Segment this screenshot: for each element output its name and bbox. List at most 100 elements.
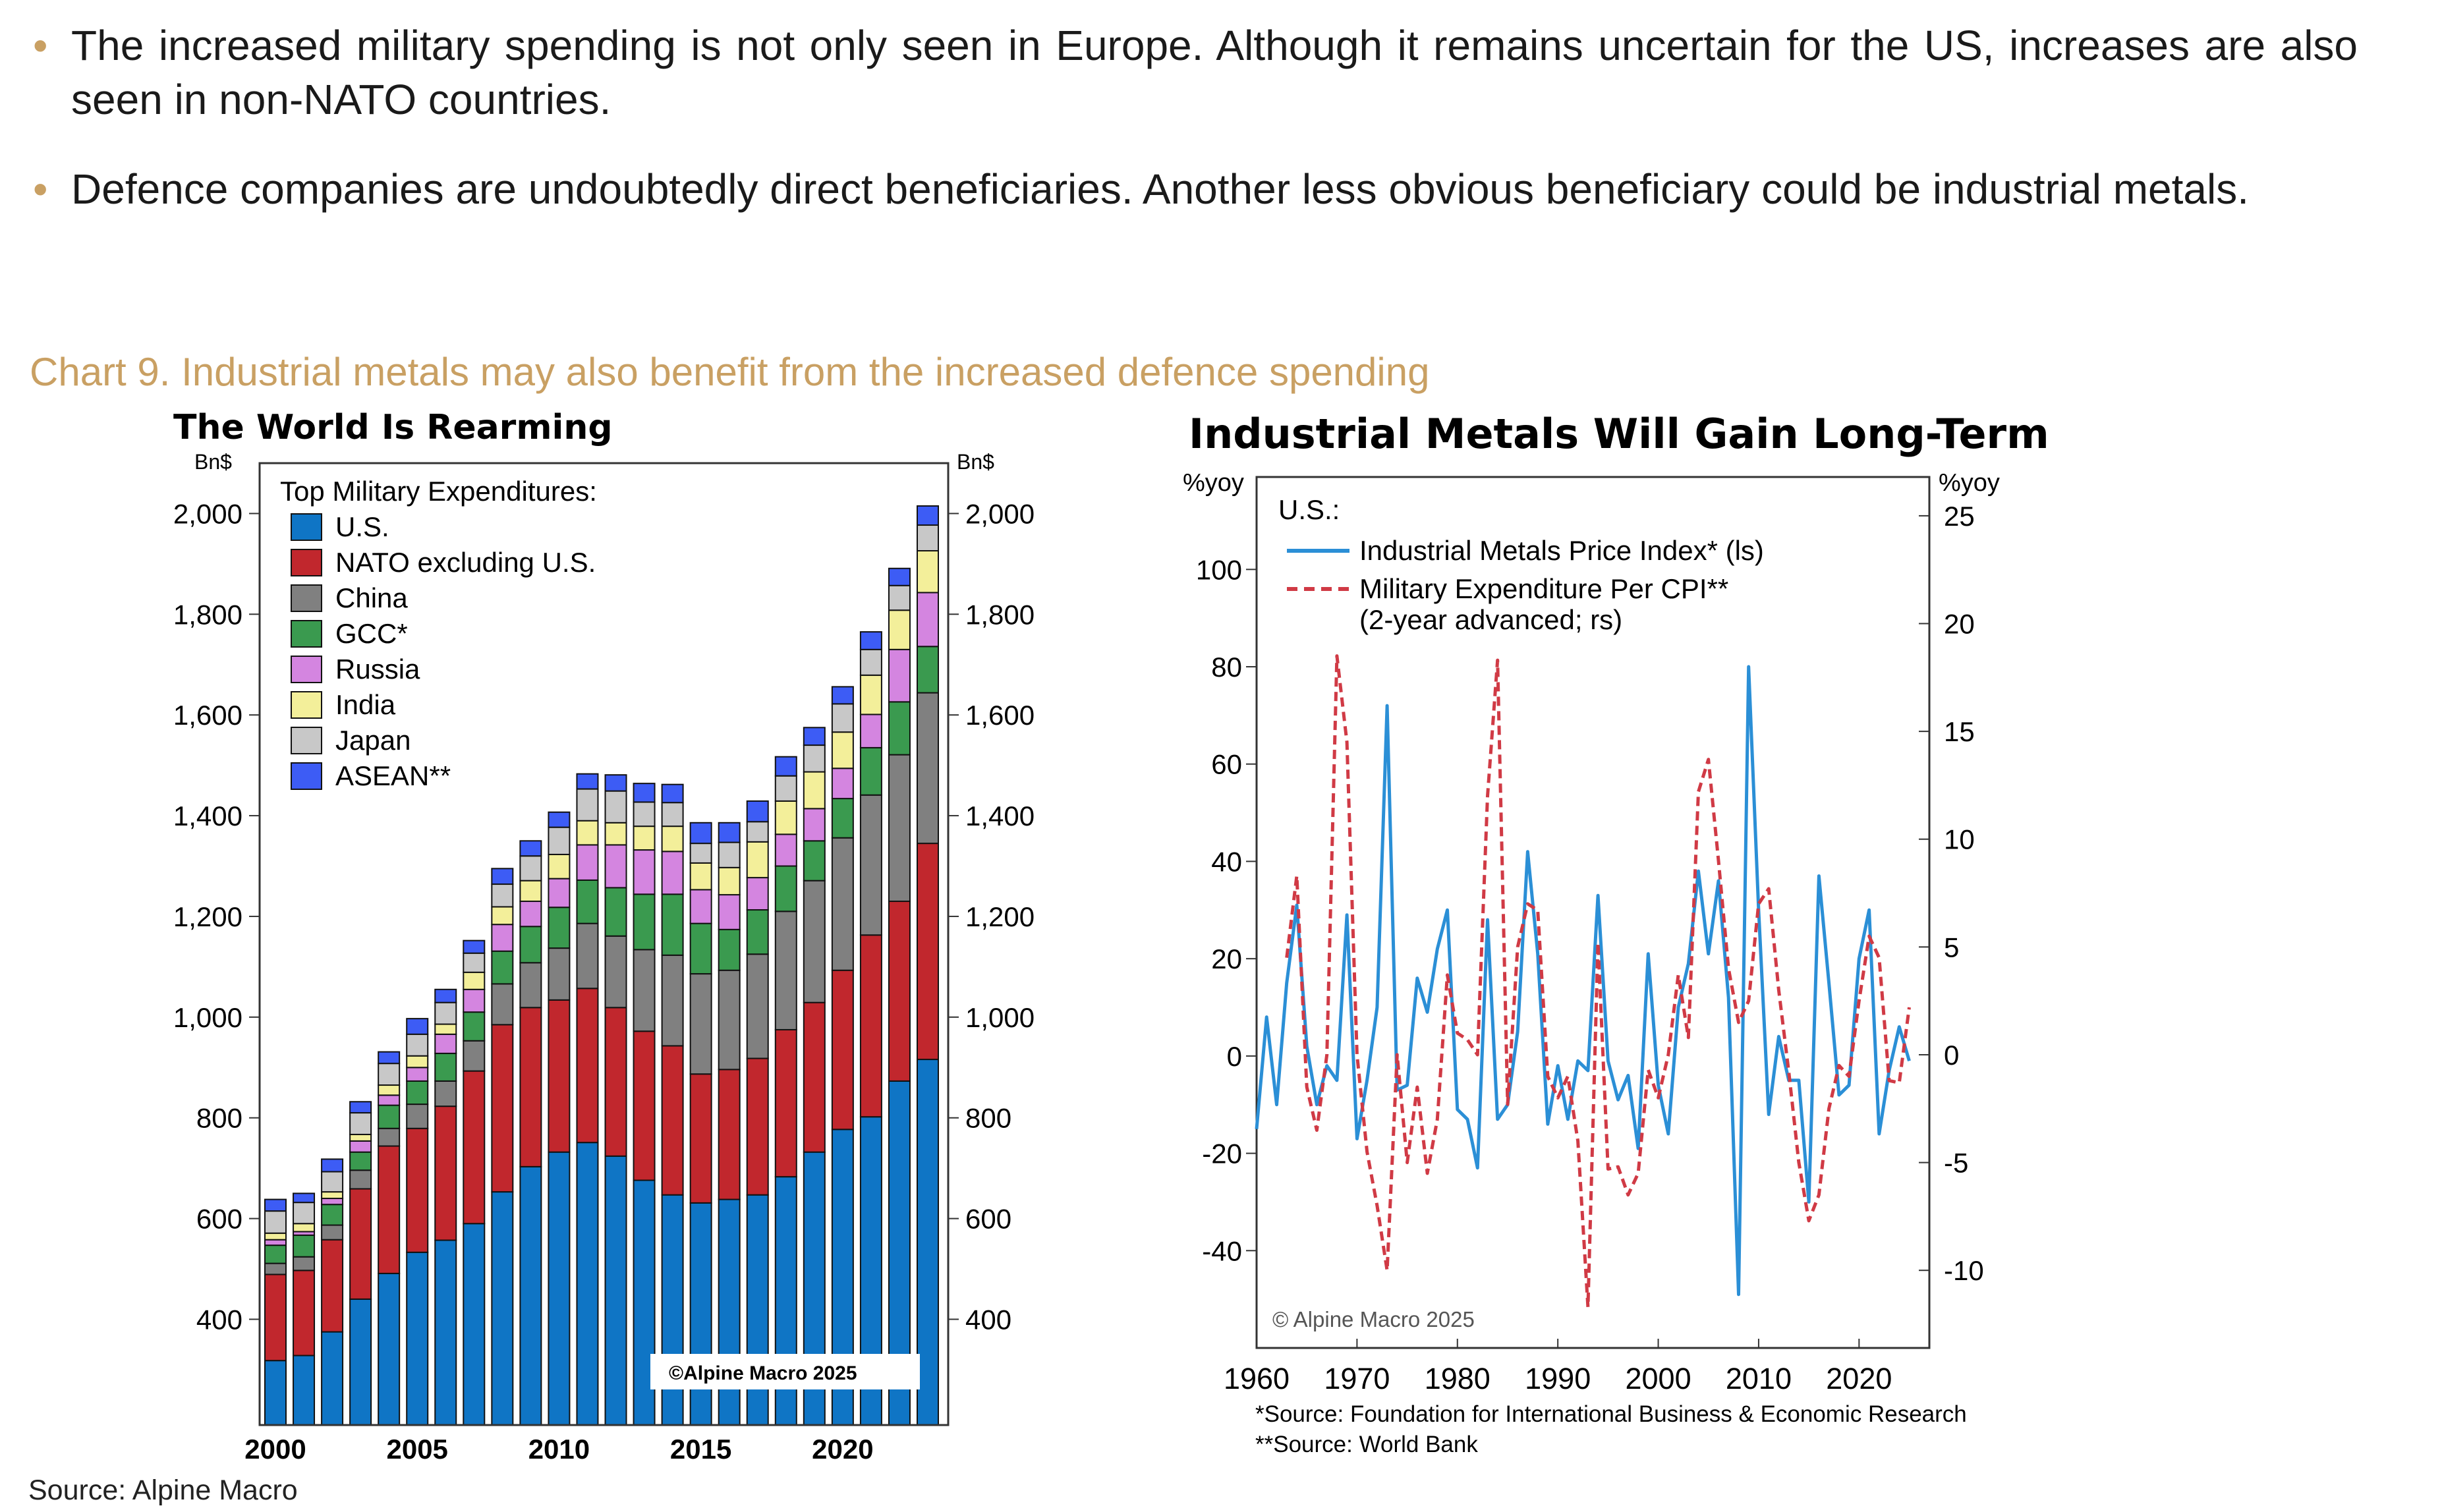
legend-label-metals: Industrial Metals Price Index* (ls) — [1359, 535, 1764, 566]
legend-label: China — [335, 582, 408, 613]
bar-segment — [463, 1040, 486, 1072]
bar-segment — [491, 868, 514, 885]
bar-segment — [491, 950, 514, 985]
bar-segment — [718, 822, 741, 843]
bar-segment — [746, 877, 769, 911]
y-tick-label-right: 800 — [965, 1103, 1011, 1134]
y-tick-label-left: 1,000 — [173, 1002, 242, 1033]
y-tick-label-left: -20 — [1202, 1138, 1242, 1169]
y-tick-label-left: 80 — [1211, 652, 1242, 683]
bar-segment — [293, 1192, 316, 1204]
bar-segment — [378, 1145, 401, 1274]
bar-segment — [519, 840, 542, 857]
bar-segment — [718, 1069, 741, 1200]
bar-segment — [576, 820, 599, 846]
left-y-unit-label: Bn$ — [194, 450, 232, 474]
bar-segment — [576, 879, 599, 924]
x-tick-label: 2020 — [1826, 1362, 1892, 1395]
bar-segment — [917, 646, 939, 694]
bar-segment — [434, 1239, 457, 1425]
bar-segment — [491, 1191, 514, 1425]
bar-segment — [321, 1171, 344, 1193]
bar-segment — [831, 686, 854, 705]
y-tick-label-right: 10 — [1944, 824, 1975, 855]
bar-segment — [463, 952, 486, 973]
source-note: Source: Alpine Macro — [28, 1474, 298, 1506]
bar-segment — [434, 1106, 457, 1241]
watermark-box — [650, 1354, 920, 1389]
bar-segment — [434, 1001, 457, 1025]
bar-segment — [463, 1011, 486, 1042]
bar-segment — [888, 648, 911, 703]
bar-segment — [633, 801, 656, 827]
bar-segment — [831, 768, 854, 800]
left-chart-title: The World Is Rearming — [173, 408, 613, 447]
legend-label: ASEAN** — [335, 760, 451, 791]
y-tick-label-left: 40 — [1211, 846, 1242, 877]
bar-segment — [548, 999, 571, 1153]
bar-segment — [803, 840, 826, 882]
bar-segment — [434, 1052, 457, 1082]
bar-segment — [831, 969, 854, 1131]
x-tick-label: 1980 — [1425, 1362, 1491, 1395]
bar-segment — [463, 1223, 486, 1425]
bar-segment — [661, 954, 684, 1047]
chart-caption: Chart 9. Industrial metals may also bene… — [30, 350, 1430, 394]
bar-segment — [661, 783, 684, 804]
bar-segment — [718, 894, 741, 930]
right-chart-right-unit: %yoy — [1939, 469, 2000, 497]
bar-segment — [774, 756, 797, 777]
bar-segment — [293, 1234, 316, 1258]
y-tick-label-right: 1,800 — [965, 599, 1035, 630]
bar-segment — [264, 1232, 287, 1241]
bullet-text: The increased military spending is not o… — [71, 22, 2358, 123]
bar-segment — [917, 524, 939, 552]
legend-swatch — [291, 584, 322, 612]
y-tick-label-left: 1,400 — [173, 800, 242, 831]
bar-segment — [831, 798, 854, 839]
bar-segment — [689, 843, 712, 864]
bar-segment — [293, 1202, 316, 1225]
bar-segment — [774, 833, 797, 867]
bar-segment — [604, 844, 627, 889]
bar-segment — [548, 853, 571, 880]
bar-segment — [378, 1063, 401, 1086]
legend-label: NATO excluding U.S. — [335, 547, 596, 578]
line-legend-title: U.S.: — [1278, 494, 1340, 525]
bar-segment — [349, 1169, 372, 1190]
y-tick-label-left: 100 — [1196, 554, 1242, 585]
bar-segment — [831, 703, 854, 733]
bar-segment — [264, 1245, 287, 1264]
x-tick-label: 2000 — [1625, 1362, 1691, 1395]
bar-segment — [576, 844, 599, 881]
y-tick-label-right: 5 — [1944, 932, 1959, 963]
bar-segment — [888, 901, 911, 1082]
bar-segment — [576, 773, 599, 790]
bar-segment — [406, 1033, 429, 1057]
y-tick-label-right: 1,600 — [965, 700, 1035, 731]
y-tick-label-right: 600 — [965, 1204, 1011, 1235]
bar-segment — [519, 1007, 542, 1167]
legend-swatch — [291, 513, 322, 541]
bar-segment — [576, 988, 599, 1144]
bar-segment — [774, 1176, 797, 1425]
bar-segment — [888, 701, 911, 756]
x-tick-label: 2010 — [528, 1434, 590, 1465]
y-tick-label-left: 800 — [196, 1103, 242, 1134]
bar-segment — [548, 826, 571, 855]
bar-segment — [491, 906, 514, 926]
y-tick-label-left: 0 — [1227, 1041, 1242, 1072]
legend-label: Japan — [335, 725, 411, 756]
bar-segment — [349, 1140, 372, 1153]
legend-label: U.S. — [335, 511, 389, 542]
bar-segment — [378, 1272, 401, 1425]
bar-segment — [633, 826, 656, 851]
bar-segment — [293, 1270, 316, 1357]
bar-segment — [917, 843, 939, 1061]
bar-segment — [321, 1158, 344, 1173]
bar-segment — [406, 1067, 429, 1082]
bar-segment — [349, 1112, 372, 1135]
legend-swatch — [291, 620, 322, 648]
right-chart-title: Industrial Metals Will Gain Long-Term — [1189, 410, 2049, 458]
bar-segment — [917, 505, 939, 526]
